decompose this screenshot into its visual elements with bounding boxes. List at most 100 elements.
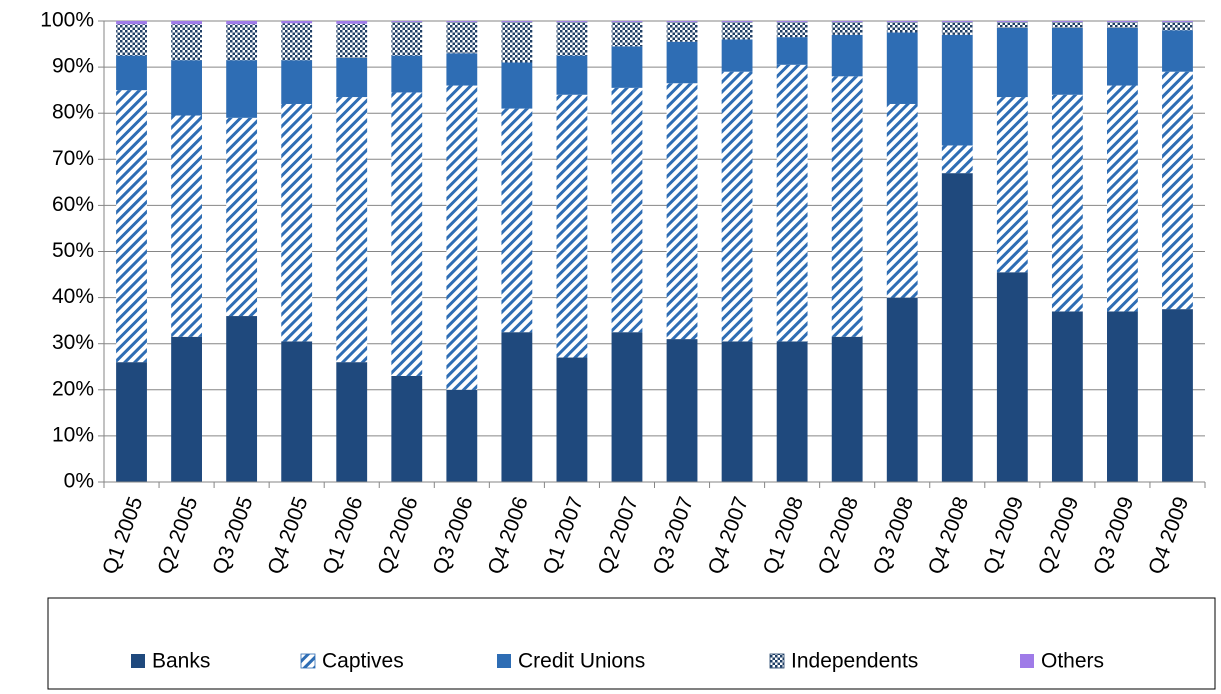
bar-segment	[281, 103, 313, 342]
bar-segment	[1107, 27, 1138, 86]
bar-segment	[611, 332, 643, 482]
bar-segment	[776, 37, 808, 65]
bar-segment	[996, 27, 1028, 98]
bar-segment	[226, 60, 258, 118]
y-tick-label: 0%	[64, 470, 94, 493]
bar-segment	[226, 316, 258, 482]
bar-segment	[886, 103, 918, 298]
legend-swatch	[1020, 654, 1034, 668]
bar-segment	[886, 32, 918, 104]
bar-segment	[1107, 21, 1138, 22]
bar-segment	[446, 389, 478, 482]
bar-segment	[831, 21, 863, 22]
bar-segment	[446, 21, 478, 22]
bar-segment	[611, 87, 643, 333]
bar-segment	[336, 362, 368, 482]
bar-segment	[1051, 311, 1083, 482]
legend-label: Credit Unions	[518, 650, 645, 673]
bar-segment	[666, 21, 698, 22]
bar-segment	[941, 34, 973, 146]
x-tick-label: Q1 2009	[979, 494, 1028, 578]
bar-segment	[611, 46, 643, 88]
y-tick-label: 70%	[52, 147, 94, 170]
bar-segment	[941, 173, 973, 482]
legend-label: Others	[1041, 650, 1104, 673]
bar-segment	[446, 21, 478, 54]
x-tick-label: Q1 2006	[318, 494, 367, 578]
x-tick-label: Q2 2005	[153, 494, 202, 578]
legend-label: Independents	[791, 650, 918, 673]
y-tick-label: 100%	[40, 9, 94, 32]
bar-segment	[721, 71, 753, 342]
bar-segment	[611, 21, 643, 47]
bar-segment	[776, 21, 808, 38]
bar-segment	[721, 39, 753, 72]
bar-segment	[116, 90, 147, 363]
x-tick-label: Q3 2008	[869, 494, 918, 578]
bar-segment	[721, 21, 753, 22]
bar-segment	[556, 21, 588, 22]
bar-segment	[556, 94, 588, 358]
bar-segment	[666, 83, 698, 340]
bar-segment	[171, 336, 202, 482]
bar-segment	[886, 21, 918, 33]
bar-segment	[1107, 311, 1138, 482]
y-tick-label: 60%	[52, 193, 94, 216]
bar-segment	[446, 85, 478, 390]
bar-segment	[666, 339, 698, 482]
bar-segment	[1162, 30, 1193, 72]
bar-segment	[1162, 21, 1193, 31]
x-tick-label: Q4 2008	[924, 494, 973, 578]
x-tick-label: Q4 2005	[263, 494, 312, 578]
bar-segment	[501, 21, 533, 63]
x-tick-label: Q3 2009	[1089, 494, 1138, 578]
bar-segment	[1107, 21, 1138, 28]
legend-swatch	[300, 653, 316, 669]
legend-swatch	[131, 654, 145, 668]
x-tick-label: Q1 2008	[759, 494, 808, 578]
x-tick-label: Q4 2009	[1144, 494, 1193, 578]
bar-segment	[226, 21, 258, 25]
bar-segment	[1107, 85, 1138, 312]
x-tick-label: Q3 2005	[208, 494, 257, 578]
y-tick-label: 20%	[52, 377, 94, 400]
bar-segment	[226, 117, 258, 317]
bar-segment	[831, 336, 863, 482]
bar-segment	[666, 41, 698, 84]
x-tick-label: Q2 2006	[374, 494, 423, 578]
bar-segment	[171, 60, 202, 116]
bar-segment	[1051, 27, 1083, 95]
y-tick-label: 30%	[52, 331, 94, 354]
bar-segment	[391, 21, 423, 22]
bar-segment	[886, 297, 918, 482]
bar-segment	[391, 55, 423, 93]
bar-segment	[831, 34, 863, 77]
bar-segment	[116, 21, 147, 25]
bar-segment	[281, 60, 313, 104]
y-tick-label: 10%	[52, 423, 94, 446]
bar-segment	[941, 21, 973, 35]
bar-segment	[666, 21, 698, 42]
bar-segment	[831, 21, 863, 35]
bar-segment	[501, 62, 533, 109]
legend-label: Banks	[152, 650, 210, 673]
y-tick-label: 90%	[52, 55, 94, 78]
bar-segment	[941, 145, 973, 174]
bar-segment	[996, 21, 1028, 22]
bar-segment	[941, 21, 973, 22]
x-tick-label: Q4 2006	[484, 494, 533, 578]
bar-segment	[1051, 21, 1083, 22]
bar-segment	[116, 24, 147, 56]
bar-segment	[556, 21, 588, 56]
bar-segment	[996, 21, 1028, 28]
bar-segment	[336, 57, 368, 98]
bar-segment	[501, 108, 533, 333]
bar-segment	[996, 272, 1028, 482]
x-tick-label: Q2 2008	[814, 494, 863, 578]
bar-segment	[886, 21, 918, 22]
bar-segment	[281, 23, 313, 61]
bar-segment	[226, 24, 258, 61]
bar-segment	[116, 362, 147, 482]
x-tick-label: Q4 2007	[704, 494, 753, 578]
